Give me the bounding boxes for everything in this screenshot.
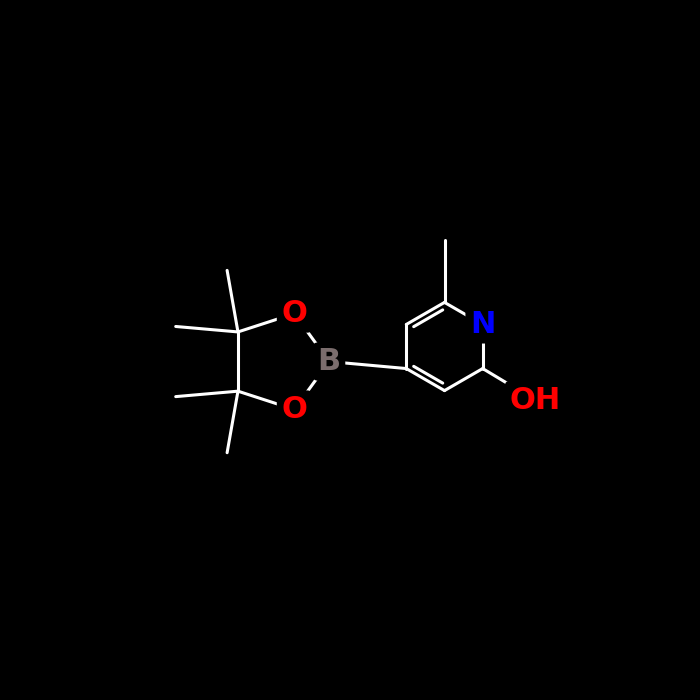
Text: O: O xyxy=(281,395,307,424)
Text: N: N xyxy=(470,310,496,339)
Text: OH: OH xyxy=(510,386,561,414)
Text: B: B xyxy=(318,347,341,376)
Text: O: O xyxy=(281,299,307,328)
